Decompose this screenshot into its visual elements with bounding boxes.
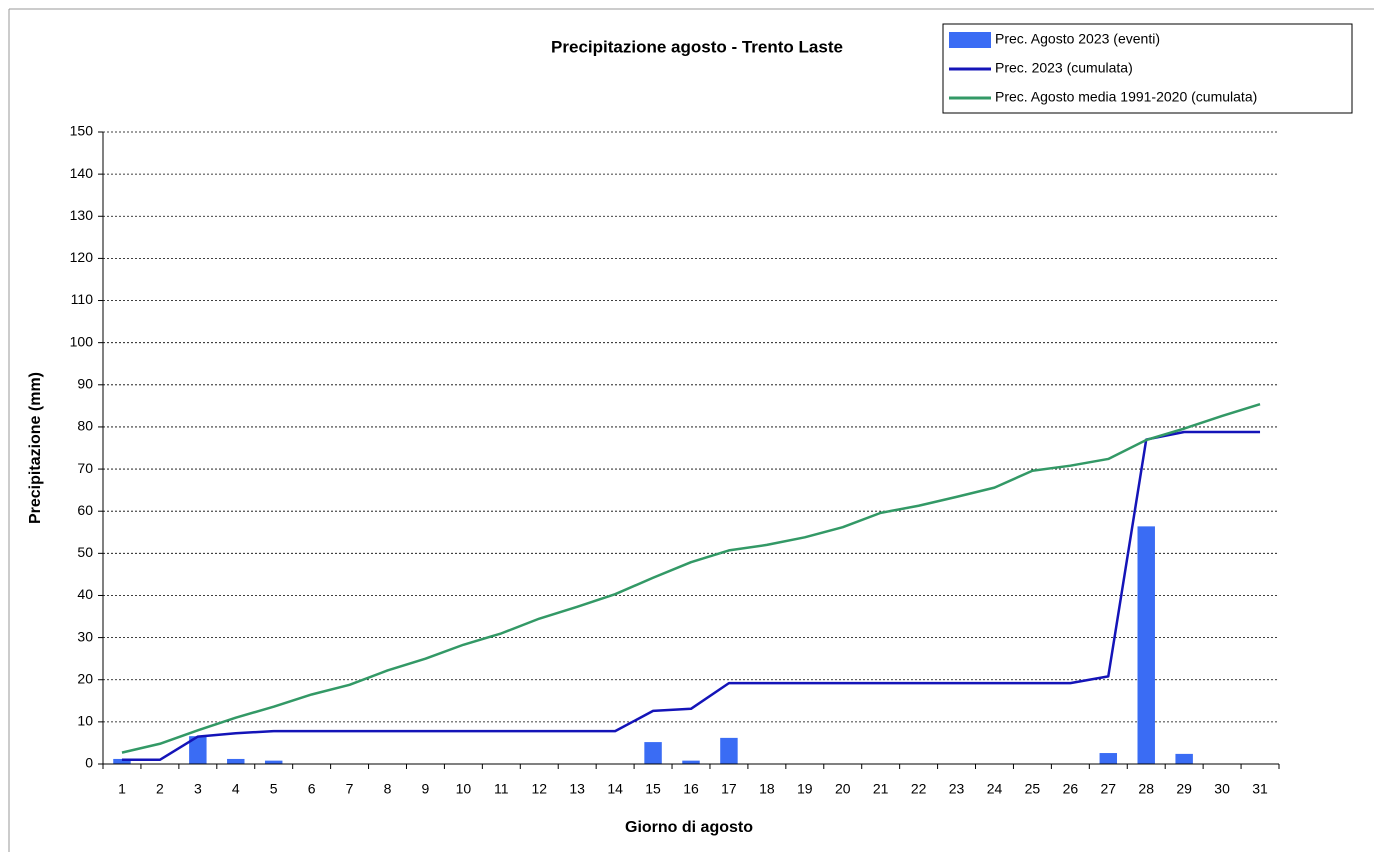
legend-label: Prec. Agosto media 1991-2020 (cumulata) bbox=[995, 89, 1257, 105]
y-tick-label: 30 bbox=[77, 628, 93, 644]
y-tick-label: 110 bbox=[71, 291, 94, 307]
x-tick-label: 4 bbox=[232, 781, 240, 797]
legend-label: Prec. Agosto 2023 (eventi) bbox=[995, 31, 1160, 47]
x-tick-label: 17 bbox=[721, 781, 737, 797]
y-tick-label: 70 bbox=[77, 460, 93, 476]
x-tick-label: 16 bbox=[683, 781, 699, 797]
x-tick-label: 2 bbox=[156, 781, 164, 797]
x-tick-label: 21 bbox=[873, 781, 889, 797]
x-tick-label: 26 bbox=[1063, 781, 1079, 797]
line bbox=[121, 430, 1261, 762]
bar bbox=[189, 736, 207, 764]
y-tick-label: 140 bbox=[70, 165, 94, 181]
x-tick-label: 23 bbox=[949, 781, 965, 797]
x-tick-label: 8 bbox=[384, 781, 392, 797]
bar bbox=[1175, 753, 1193, 764]
x-tick-label: 28 bbox=[1138, 781, 1154, 797]
x-tick-label: 13 bbox=[569, 781, 585, 797]
y-tick-label: 100 bbox=[70, 333, 94, 349]
x-tick-label: 30 bbox=[1214, 781, 1230, 797]
y-tick-label: 40 bbox=[77, 586, 93, 602]
x-tick-label: 29 bbox=[1176, 781, 1192, 797]
y-tick-label: 80 bbox=[77, 418, 93, 434]
x-tick-label: 20 bbox=[835, 781, 851, 797]
x-tick-label: 31 bbox=[1252, 781, 1268, 797]
y-tick-label: 130 bbox=[70, 207, 94, 223]
x-tick-label: 7 bbox=[346, 781, 354, 797]
bar bbox=[644, 742, 662, 764]
x-tick-label: 3 bbox=[194, 781, 202, 797]
bar bbox=[264, 760, 283, 764]
line bbox=[121, 402, 1261, 754]
x-tick-label: 22 bbox=[911, 781, 927, 797]
y-tick-label: 90 bbox=[77, 376, 93, 392]
bar bbox=[113, 758, 131, 764]
x-tick-label: 14 bbox=[607, 781, 623, 797]
x-tick-label: 18 bbox=[759, 781, 775, 797]
x-tick-label: 24 bbox=[987, 781, 1003, 797]
y-tick-label: 60 bbox=[77, 502, 93, 518]
y-tick-label: 10 bbox=[77, 713, 93, 729]
chart-title: Precipitazione agosto - Trento Laste bbox=[551, 37, 843, 56]
x-tick-label: 6 bbox=[308, 781, 316, 797]
y-tick-label: 150 bbox=[70, 123, 94, 139]
legend-label: Prec. 2023 (cumulata) bbox=[995, 60, 1133, 76]
x-tick-label: 10 bbox=[456, 781, 472, 797]
x-tick-label: 27 bbox=[1101, 781, 1117, 797]
bar bbox=[720, 737, 738, 764]
x-tick-label: 1 bbox=[118, 781, 126, 797]
bar bbox=[227, 758, 245, 764]
bar bbox=[1137, 526, 1155, 764]
x-axis-title: Giorno di agosto bbox=[625, 819, 753, 836]
legend-swatch bbox=[949, 32, 991, 48]
x-tick-label: 15 bbox=[645, 781, 661, 797]
x-tick-label: 12 bbox=[531, 781, 547, 797]
y-tick-label: 50 bbox=[77, 544, 93, 560]
y-tick-label: 0 bbox=[85, 755, 93, 771]
y-tick-label: 120 bbox=[70, 249, 94, 265]
x-tick-label: 19 bbox=[797, 781, 813, 797]
x-tick-label: 11 bbox=[494, 781, 509, 797]
bar bbox=[1099, 753, 1118, 764]
x-tick-label: 9 bbox=[422, 781, 430, 797]
y-axis-title: Precipitazione (mm) bbox=[27, 372, 44, 524]
bar bbox=[682, 760, 700, 764]
x-tick-label: 5 bbox=[270, 781, 278, 797]
legend-box bbox=[942, 23, 1353, 114]
x-tick-label: 25 bbox=[1025, 781, 1041, 797]
y-tick-label: 20 bbox=[77, 670, 93, 686]
